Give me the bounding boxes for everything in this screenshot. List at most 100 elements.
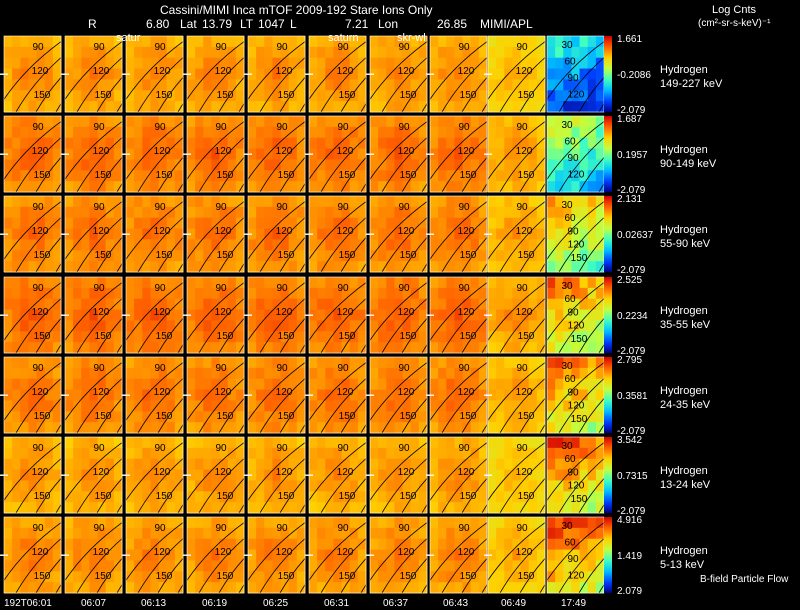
heatmap-cell	[264, 571, 273, 583]
angle-label: 120	[398, 307, 415, 318]
heatmap-cell	[317, 79, 326, 91]
heatmap-cell	[105, 480, 115, 492]
heatmap-cell	[126, 527, 135, 540]
heatmap-cell	[150, 116, 159, 128]
heatmap-cell	[44, 367, 54, 380]
angle-label: 150	[460, 90, 477, 101]
heatmap-cell	[280, 159, 290, 171]
heatmap-cell	[470, 458, 480, 470]
heatmap-cell	[52, 447, 62, 460]
field-line	[381, 378, 427, 433]
field-line	[187, 282, 244, 342]
heatmap-panel	[547, 437, 605, 514]
angle-label: 150	[278, 250, 295, 261]
heatmap-cell	[256, 469, 265, 481]
angle-label: 30	[561, 361, 573, 372]
heatmap-cell	[370, 582, 379, 594]
heatmap-cell	[174, 549, 184, 561]
heatmap-cell	[325, 458, 334, 470]
heatmap-cell	[105, 90, 115, 102]
field-line	[309, 282, 366, 342]
heatmap-cell	[528, 228, 538, 240]
heatmap-cell	[317, 458, 326, 470]
angle-label: 150	[460, 331, 477, 342]
heatmap-cell	[317, 469, 326, 481]
heatmap-cell	[227, 400, 237, 412]
heatmap-cell	[36, 196, 46, 208]
heatmap-cell	[174, 458, 184, 470]
angle-label: 90	[32, 523, 44, 534]
heatmap-cell	[536, 320, 546, 332]
heatmap-cell	[73, 447, 82, 460]
heatmap-cell	[12, 90, 21, 102]
heatmap-cell	[134, 447, 143, 460]
heatmap-cell	[272, 68, 281, 80]
heatmap-cell	[528, 250, 538, 262]
angle-label: 90	[398, 122, 410, 133]
heatmap-cell	[579, 389, 589, 401]
heatmap-cell	[195, 389, 204, 401]
heatmap-cell	[113, 170, 123, 182]
heatmap-cell	[325, 116, 334, 128]
heatmap-cell	[81, 206, 90, 219]
heatmap-cell	[370, 571, 379, 583]
heatmap-cell	[438, 502, 447, 514]
angle-label: 90	[398, 363, 410, 374]
heatmap-cell	[571, 378, 580, 390]
heatmap-cell	[504, 228, 513, 240]
heatmap-cell	[563, 367, 572, 380]
heatmap-cell	[52, 250, 62, 262]
heatmap-cell	[394, 447, 403, 460]
heatmap-cell	[52, 357, 62, 369]
heatmap-cell	[52, 480, 62, 492]
heatmap-cell	[317, 411, 326, 423]
heatmap-cell	[462, 206, 472, 219]
heatmap-cell	[402, 422, 412, 434]
heatmap-cell	[579, 217, 589, 229]
heatmap-cell	[520, 250, 530, 262]
field-line	[558, 538, 604, 593]
field-line	[96, 477, 122, 513]
heatmap-cell	[520, 137, 530, 149]
heatmap-cell	[105, 36, 115, 48]
heatmap-cell	[454, 400, 463, 412]
angle-label: 120	[398, 467, 415, 478]
heatmap-cell	[203, 90, 212, 102]
heatmap-panel	[187, 36, 245, 113]
heatmap-cell	[563, 68, 572, 80]
heatmap-cell	[547, 239, 556, 251]
heatmap-cell	[563, 250, 572, 262]
angle-label: 120	[154, 307, 171, 318]
angle-label: 150	[400, 90, 417, 101]
heatmap-cell	[438, 196, 447, 208]
heatmap-cell	[65, 170, 74, 182]
heatmap-cell	[89, 309, 98, 321]
heatmap-cell	[462, 101, 472, 113]
heatmap-cell	[36, 90, 46, 102]
heatmap-cell	[357, 148, 367, 160]
heatmap-cell	[555, 527, 564, 540]
heatmap-cell	[563, 517, 572, 529]
heatmap-cell	[309, 458, 318, 470]
heatmap-cell	[438, 217, 447, 229]
heatmap-cell	[296, 298, 306, 310]
heatmap-cell	[44, 298, 54, 310]
angle-label: 90	[337, 122, 349, 133]
field-line	[430, 201, 487, 261]
angle-label: 150	[518, 250, 535, 261]
heatmap-cell	[357, 480, 367, 492]
heatmap-cell	[73, 491, 82, 503]
heatmap-cell	[563, 422, 572, 434]
field-line	[519, 397, 545, 433]
heatmap-cell	[370, 400, 379, 412]
heatmap-cell	[504, 148, 513, 160]
heatmap-cell	[195, 228, 204, 240]
heatmap-cell	[296, 239, 306, 251]
heatmap-cell	[438, 422, 447, 434]
heatmap-cell	[512, 79, 521, 91]
heatmap-cell	[430, 582, 439, 594]
heatmap-cell	[333, 538, 342, 550]
heatmap-cell	[264, 57, 273, 69]
heatmap-cell	[81, 517, 90, 529]
heatmap-cell	[547, 196, 556, 208]
